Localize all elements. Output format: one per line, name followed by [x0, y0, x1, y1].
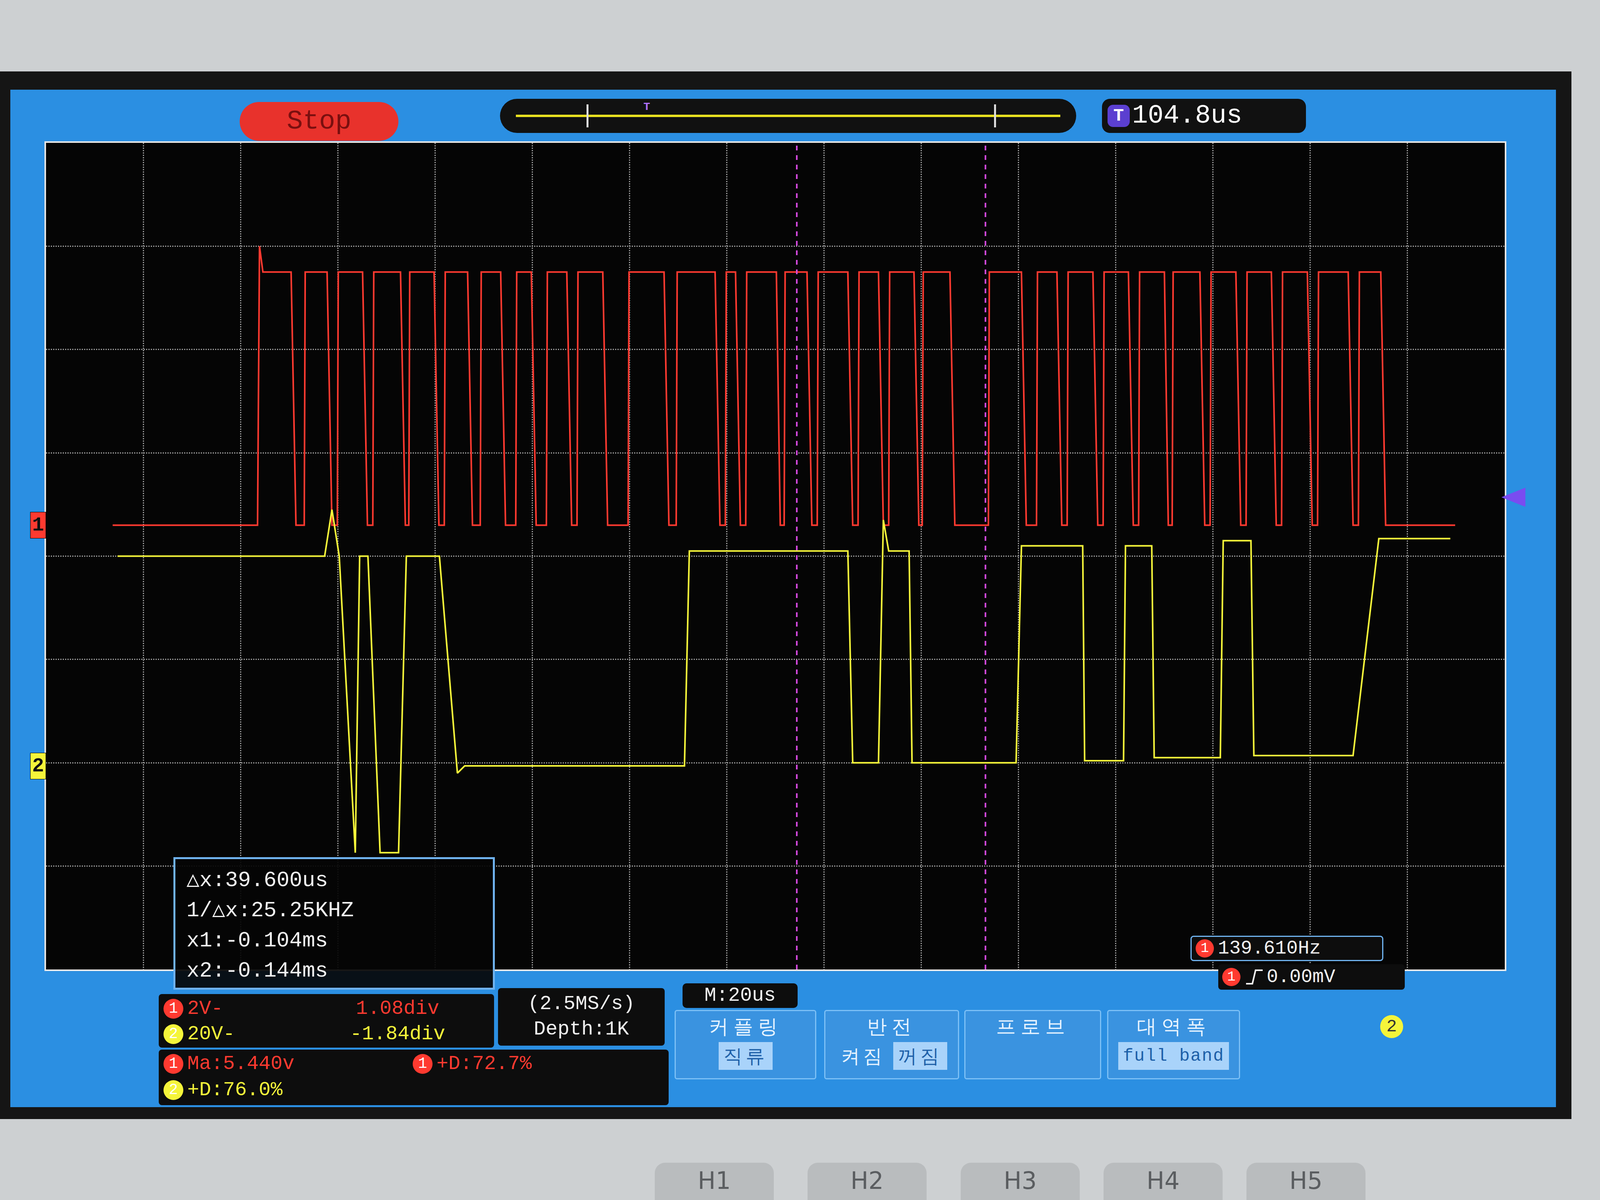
html-text:1.08div: 1.08div — [355, 997, 440, 1020]
svg-text:2: 2 — [32, 754, 45, 778]
html-text:대역폭: 대역폭 — [1136, 1015, 1211, 1039]
html-text:1: 1 — [1227, 969, 1236, 985]
html-text:반전: 반전 — [867, 1015, 917, 1039]
html-text:M:20us: M:20us — [704, 984, 776, 1007]
html-text:H2: H2 — [850, 1166, 884, 1195]
html-text:1: 1 — [1200, 940, 1209, 957]
html-text:Depth:1K: Depth:1K — [533, 1017, 629, 1041]
html-text:1: 1 — [418, 1055, 428, 1073]
html-text:프로브: 프로브 — [995, 1015, 1070, 1039]
svg-text:1: 1 — [32, 513, 45, 537]
html-text:1: 1 — [168, 1055, 178, 1073]
html-text:2: 2 — [168, 1025, 178, 1043]
html-text:H1: H1 — [697, 1166, 731, 1195]
html-text:0.00mV: 0.00mV — [1266, 966, 1336, 988]
html-text:Stop: Stop — [286, 105, 352, 137]
html-text:H5: H5 — [1289, 1166, 1323, 1195]
html-text:+D:76.0%: +D:76.0% — [187, 1078, 283, 1102]
html-text:full band: full band — [1122, 1046, 1225, 1066]
html-text:139.610Hz: 139.610Hz — [1217, 937, 1321, 960]
html-text:△x:39.600us: △x:39.600us — [186, 868, 329, 893]
html-text:2: 2 — [168, 1081, 178, 1099]
html-text:Ma:5.440v: Ma:5.440v — [187, 1052, 295, 1075]
html-text:꺼짐: 꺼짐 — [898, 1044, 943, 1068]
html-text:1/△x:25.25KHZ: 1/△x:25.25KHZ — [186, 898, 354, 923]
html-text:H3: H3 — [1003, 1166, 1037, 1195]
html-text:H4: H4 — [1146, 1166, 1180, 1195]
html-text:(2.5MS/s): (2.5MS/s) — [527, 992, 635, 1016]
svg-text:T: T — [275, 117, 287, 137]
html-text:+D:72.7%: +D:72.7% — [436, 1052, 532, 1075]
html-text:1: 1 — [168, 1000, 178, 1018]
html-text:커플링: 커플링 — [708, 1015, 783, 1039]
html-text:x1:-0.104ms: x1:-0.104ms — [186, 928, 328, 953]
html-text:20V-: 20V- — [187, 1022, 235, 1046]
html-text:2V-: 2V- — [187, 997, 224, 1020]
html-text:켜짐: 켜짐 — [840, 1044, 886, 1068]
html-text:-1.84div: -1.84div — [350, 1022, 446, 1046]
html-text:T: T — [643, 100, 651, 114]
html-text:직류: 직류 — [723, 1044, 768, 1068]
html-text:T 104.8us: T 104.8us — [1113, 100, 1243, 131]
html-text:x2:-0.144ms: x2:-0.144ms — [186, 958, 328, 983]
html-text:2: 2 — [1386, 1016, 1397, 1037]
